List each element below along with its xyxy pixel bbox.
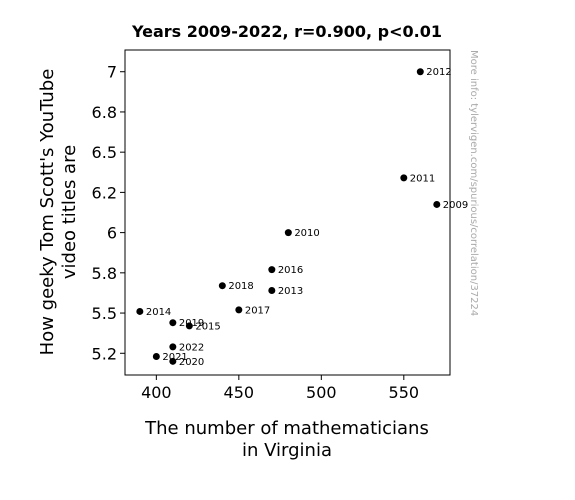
y-tick-label: 6	[107, 224, 117, 243]
data-point-label: 2014	[146, 307, 171, 318]
data-point	[136, 307, 144, 315]
data-point-label: 2010	[294, 228, 319, 239]
y-tick-label: 5.2	[92, 344, 117, 363]
data-point	[169, 319, 177, 327]
plot-frame	[124, 49, 451, 376]
data-point	[169, 357, 177, 365]
data-point-label: 2017	[245, 305, 270, 316]
data-point-label: 2011	[410, 173, 435, 184]
data-point	[268, 266, 276, 274]
data-point-label: 2016	[278, 265, 303, 276]
y-tick-label: 6.8	[92, 103, 117, 122]
data-point	[416, 68, 424, 76]
data-point-label: 2015	[195, 321, 220, 332]
data-point	[235, 306, 243, 314]
y-axis-label: How geeky Tom Scott's YouTube video titl…	[37, 69, 80, 356]
y-axis-label-line-1: How geeky Tom Scott's YouTube	[37, 69, 58, 356]
data-point-label: 2009	[443, 200, 468, 211]
data-point-label: 2021	[162, 352, 187, 363]
y-axis: 5.2 5.5 5.8 6 6.2 6.5 6.8 7	[92, 63, 125, 363]
plot-area	[124, 49, 451, 376]
x-tick-label: 500	[306, 383, 337, 402]
data-point-label: 2013	[278, 286, 303, 297]
data-point	[185, 322, 193, 330]
y-tick-label: 6.2	[92, 183, 117, 202]
data-point-label: 2022	[179, 342, 204, 353]
x-axis-label-line-2: in Virginia	[242, 440, 332, 461]
y-axis-label-line-2: video titles are	[59, 145, 80, 279]
data-point	[268, 287, 276, 295]
y-tick-label: 5.5	[92, 304, 117, 323]
watermark: More info: tylervigen.com/spurious/corre…	[468, 50, 479, 316]
data-point	[284, 229, 292, 237]
x-axis: 400 450 500 550	[141, 375, 419, 402]
data-point	[433, 200, 441, 208]
x-tick-label: 400	[141, 383, 172, 402]
data-point-label: 2019	[179, 318, 204, 329]
x-axis-label-line-1: The number of mathematicians	[144, 418, 429, 439]
x-tick-label: 450	[224, 383, 255, 402]
y-tick-label: 7	[107, 63, 117, 82]
data-point-label: 2020	[179, 357, 204, 368]
data-points: 2009 2010 2011 2012 2013 2014 2015 2016 2017 2018…	[136, 67, 468, 368]
chart-title: Years 2009-2022, r=0.900, p<0.01	[131, 22, 442, 41]
data-point	[169, 343, 177, 351]
y-tick-label: 6.5	[92, 143, 117, 162]
data-point	[400, 174, 408, 182]
data-point	[218, 282, 226, 290]
x-tick-label: 550	[389, 383, 420, 402]
data-point-label: 2018	[228, 281, 253, 292]
data-point-label: 2012	[426, 67, 451, 78]
y-tick-label: 5.8	[92, 264, 117, 283]
data-point	[152, 352, 160, 360]
